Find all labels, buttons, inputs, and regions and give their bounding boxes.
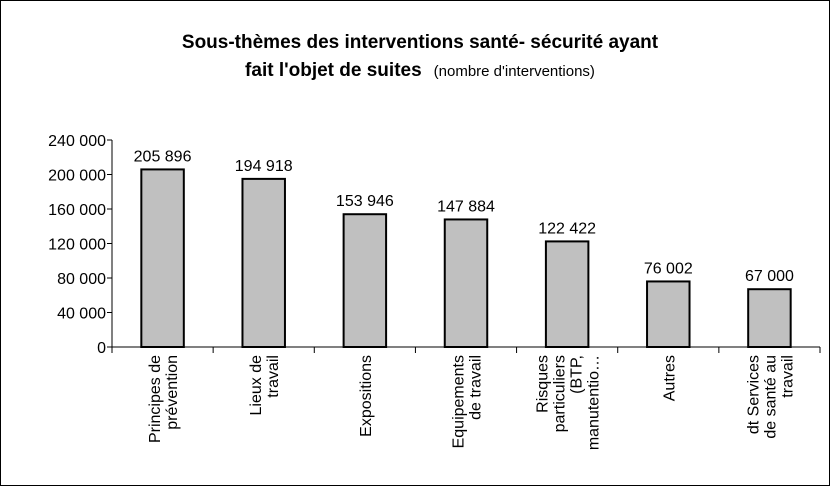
bar bbox=[140, 168, 185, 348]
y-tick-label: 240 000 bbox=[48, 133, 106, 150]
y-tick-label: 0 bbox=[97, 340, 106, 357]
x-tick-label: Principes deprévention bbox=[147, 355, 181, 443]
data-label: 122 422 bbox=[538, 220, 596, 237]
bar bbox=[646, 280, 691, 348]
y-tick-label: 40 000 bbox=[57, 306, 106, 323]
x-tick-label: Equipementsde travail bbox=[451, 355, 485, 448]
y-tick-label: 200 000 bbox=[48, 168, 106, 185]
x-tick-label: Risquesparticuliers(BTP,manutentio… bbox=[535, 355, 603, 450]
data-label: 147 884 bbox=[437, 198, 495, 215]
chart-subtitle: (nombre d'interventions) bbox=[434, 63, 595, 80]
bar bbox=[342, 213, 388, 348]
data-label: 205 896 bbox=[134, 148, 192, 165]
y-tick-label: 160 000 bbox=[48, 202, 106, 219]
chart-title: Sous-thèmes des interventions santé- séc… bbox=[182, 32, 659, 81]
y-tick-label: 80 000 bbox=[57, 271, 106, 288]
data-label: 194 918 bbox=[235, 158, 293, 175]
x-tick-label: Autres bbox=[661, 355, 678, 401]
bar bbox=[241, 177, 286, 348]
bar bbox=[544, 240, 590, 348]
data-label: 67 000 bbox=[745, 268, 794, 285]
x-tick-label: Expositions bbox=[358, 355, 375, 437]
bar bbox=[747, 288, 792, 348]
y-tick-label: 120 000 bbox=[48, 237, 106, 254]
data-label: 153 946 bbox=[336, 193, 394, 210]
bar bbox=[443, 218, 489, 348]
x-tick-label: dt Servicesde santé autravail bbox=[745, 355, 796, 439]
x-tick-label: Lieux detravail bbox=[248, 355, 282, 416]
data-label: 76 002 bbox=[644, 260, 693, 277]
